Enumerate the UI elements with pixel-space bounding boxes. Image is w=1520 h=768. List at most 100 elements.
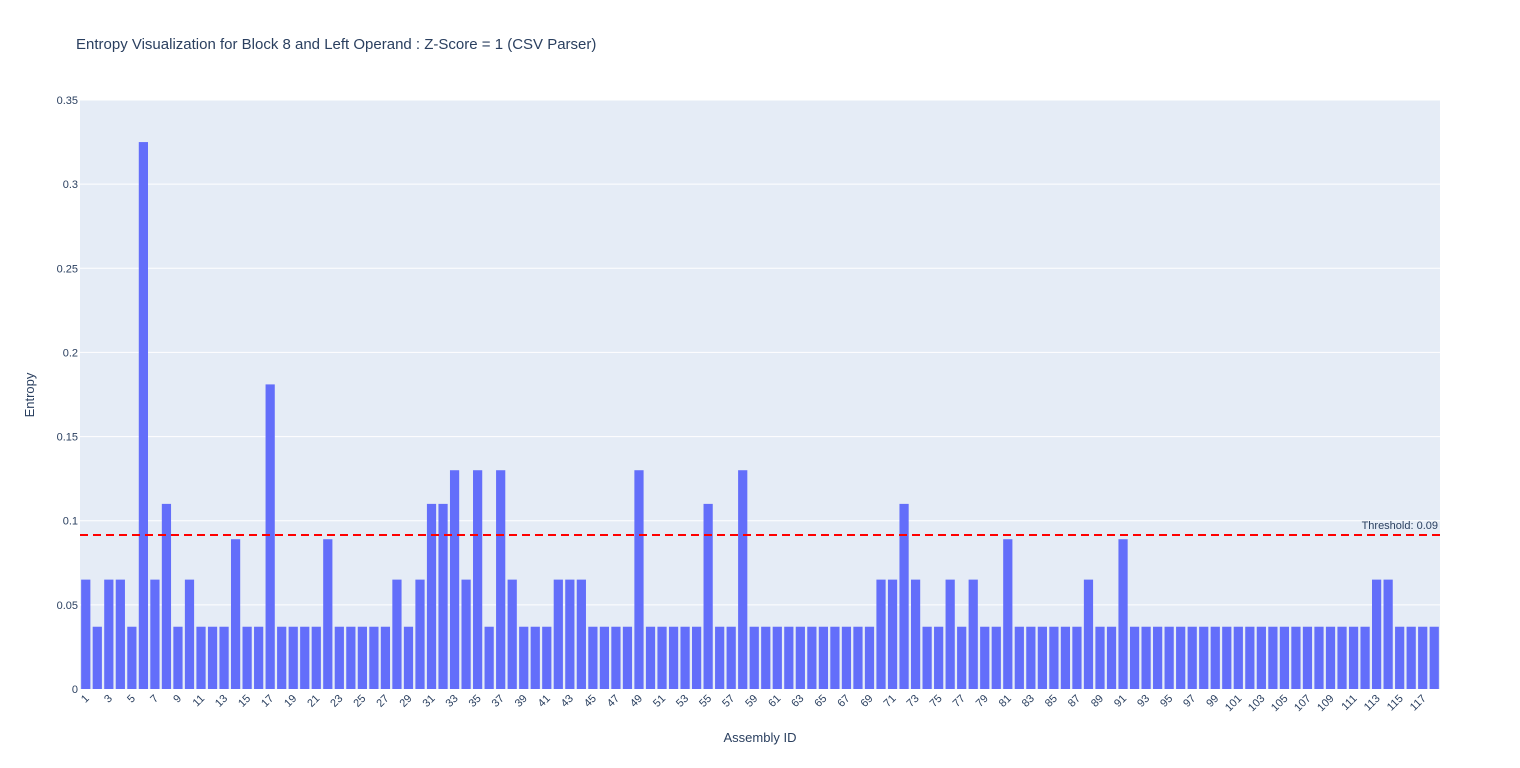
bar: [853, 626, 863, 689]
bar: [426, 503, 437, 689]
x-tick-label: 31: [420, 693, 437, 710]
x-tick-label: 51: [651, 693, 668, 710]
bar: [876, 579, 886, 689]
bar: [565, 579, 575, 689]
bar: [910, 579, 921, 689]
bar: [115, 579, 125, 689]
y-axis-title: Entropy: [22, 372, 37, 417]
x-axis-ticks: 1 3 5 7 9 11 13 15 17 19 21 23 25 27 29 31 33 35 37 39 41 43 4…: [79, 693, 1429, 714]
x-tick-label: 81: [997, 693, 1014, 710]
bar: [1141, 626, 1151, 689]
x-tick-label: 97: [1181, 693, 1198, 710]
bar: [1279, 626, 1290, 689]
bar: [403, 626, 414, 689]
bar: [1026, 626, 1036, 689]
bar: [92, 626, 102, 689]
bar: [934, 626, 944, 689]
bar: [680, 626, 690, 689]
threshold-label: Threshold: 0.09: [1362, 520, 1438, 532]
bar: [761, 626, 771, 689]
bar: [576, 579, 586, 689]
bar: [346, 626, 356, 689]
bar: [230, 539, 241, 689]
bar: [127, 626, 137, 689]
bar: [1049, 626, 1059, 689]
x-tick-label: 25: [351, 693, 368, 710]
bar: [738, 470, 748, 689]
x-tick-label: 15: [236, 693, 253, 710]
bar: [668, 626, 679, 689]
bar: [254, 626, 264, 689]
x-tick-label: 109: [1315, 693, 1336, 714]
bar: [1003, 539, 1013, 689]
bar: [1164, 626, 1174, 689]
bar: [1348, 626, 1359, 689]
bar: [899, 503, 909, 689]
x-tick-label: 57: [720, 693, 737, 710]
x-tick-label: 35: [467, 693, 484, 710]
x-tick-label: 83: [1020, 693, 1037, 710]
x-tick-label: 101: [1223, 693, 1244, 714]
x-tick-label: 91: [1112, 693, 1129, 710]
bar: [1153, 626, 1163, 689]
bar: [1233, 626, 1243, 689]
bar: [1083, 579, 1094, 689]
bar: [161, 503, 172, 689]
x-tick-label: 61: [766, 693, 783, 710]
y-tick-label: 0: [72, 684, 78, 696]
x-tick-label: 1: [79, 693, 92, 706]
bar: [692, 626, 702, 689]
bar: [1314, 626, 1324, 689]
plot-background: [80, 100, 1440, 689]
bar: [818, 626, 828, 689]
x-tick-label: 89: [1089, 693, 1106, 710]
bar: [715, 626, 725, 689]
bar: [542, 626, 552, 689]
bar: [1360, 626, 1370, 689]
bar: [449, 470, 460, 689]
x-tick-label: 105: [1269, 693, 1290, 714]
x-tick-label: 99: [1204, 693, 1221, 710]
x-tick-label: 27: [374, 693, 391, 710]
bar: [196, 626, 206, 689]
y-tick-label: 0.15: [57, 432, 78, 444]
x-tick-label: 71: [882, 693, 899, 710]
x-tick-label: 49: [628, 693, 645, 710]
bar: [81, 579, 91, 689]
threshold-line: Threshold: 0.09: [80, 520, 1440, 537]
bar: [957, 626, 967, 689]
bar: [519, 626, 529, 689]
bar: [634, 470, 644, 689]
x-tick-label: 87: [1066, 693, 1083, 710]
bar: [1095, 626, 1105, 689]
x-axis-title: Assembly ID: [724, 730, 797, 745]
bar: [1037, 626, 1047, 689]
bar: [968, 579, 978, 689]
x-tick-label: 53: [674, 693, 691, 710]
x-tick-label: 111: [1339, 693, 1359, 713]
bar: [1245, 626, 1255, 689]
bar: [599, 626, 610, 689]
bar: [1210, 626, 1220, 689]
bar: [288, 626, 298, 689]
bar: [277, 626, 287, 689]
bar: [473, 470, 483, 689]
bar: [438, 503, 448, 689]
bar: [772, 626, 782, 689]
bar: [922, 626, 932, 689]
bar: [415, 579, 425, 689]
bar: [380, 626, 391, 689]
bar: [1072, 626, 1082, 689]
x-tick-label: 85: [1043, 693, 1060, 710]
bar: [945, 579, 955, 689]
y-tick-label: 0.35: [57, 95, 78, 107]
bar: [357, 626, 367, 689]
x-tick-label: 67: [835, 693, 852, 710]
x-tick-label: 3: [102, 693, 115, 706]
x-tick-label: 33: [444, 693, 461, 710]
bar: [980, 626, 990, 689]
x-tick-label: 103: [1246, 693, 1267, 714]
x-tick-label: 115: [1385, 693, 1406, 714]
bar: [1383, 579, 1393, 689]
